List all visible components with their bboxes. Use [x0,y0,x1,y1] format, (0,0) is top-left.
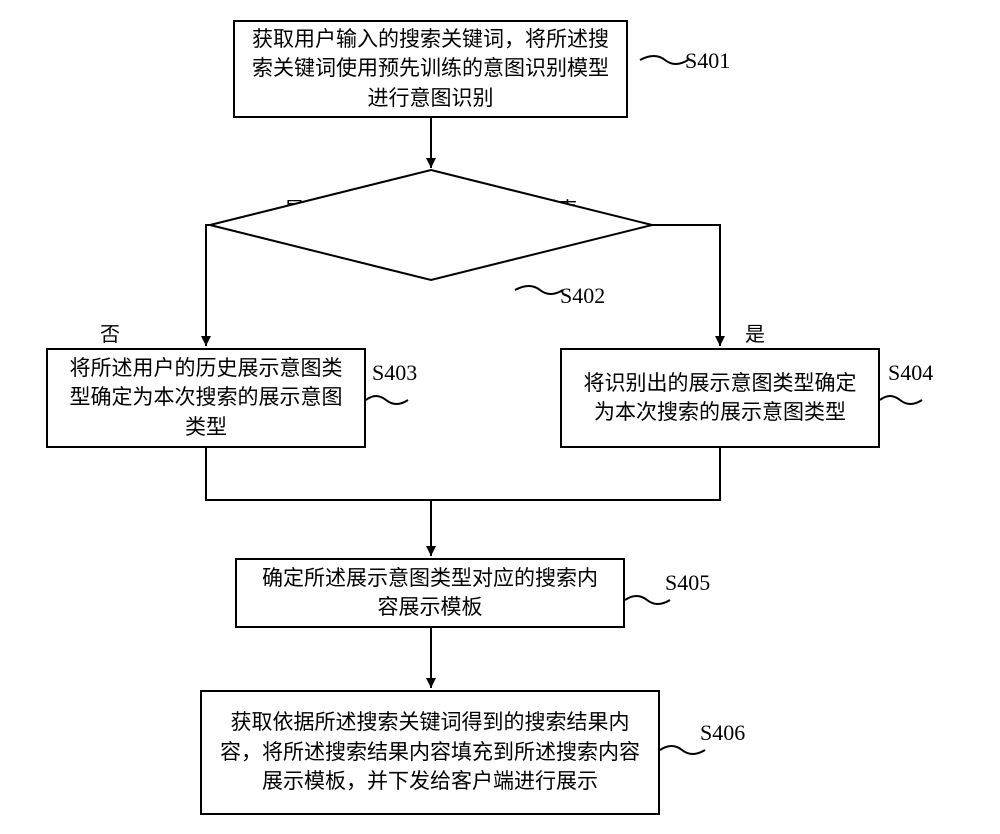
node-s403-text: 将所述用户的历史展示意图类型确定为本次搜索的展示意图类型 [64,354,348,442]
node-s404-text: 将识别出的展示意图类型确定为本次搜索的展示意图类型 [578,369,862,428]
node-s401-text: 获取用户输入的搜索关键词，将所述搜索关键词使用预先训练的意图识别模型进行意图识别 [251,25,610,113]
node-s404: 将识别出的展示意图类型确定为本次搜索的展示意图类型 [560,348,880,448]
node-s401: 获取用户输入的搜索关键词，将所述搜索关键词使用预先训练的意图识别模型进行意图识别 [233,20,628,118]
node-s406: 获取依据所述搜索关键词得到的搜索结果内容，将所述搜索结果内容填充到所述搜索内容展… [200,690,660,815]
node-s402-text: 是否识别出所述搜索关键词所表征的展示意图类型 [281,196,581,255]
node-s405: 确定所述展示意图类型对应的搜索内容展示模板 [235,558,625,628]
node-s403: 将所述用户的历史展示意图类型确定为本次搜索的展示意图类型 [46,348,366,448]
label-s404: S404 [888,360,933,386]
label-s401: S401 [685,48,730,74]
label-s403: S403 [372,360,417,386]
label-s405: S405 [665,570,710,596]
edge-label-yes: 是 [745,318,765,347]
node-s402: 是否识别出所述搜索关键词所表征的展示意图类型 [210,170,652,280]
node-s405-text: 确定所述展示意图类型对应的搜索内容展示模板 [253,564,607,623]
edge-label-no: 否 [100,318,120,347]
node-s406-text: 获取依据所述搜索关键词得到的搜索结果内容，将所述搜索结果内容填充到所述搜索内容展… [218,708,642,796]
label-s402: S402 [560,283,605,309]
label-s406: S406 [700,720,745,746]
